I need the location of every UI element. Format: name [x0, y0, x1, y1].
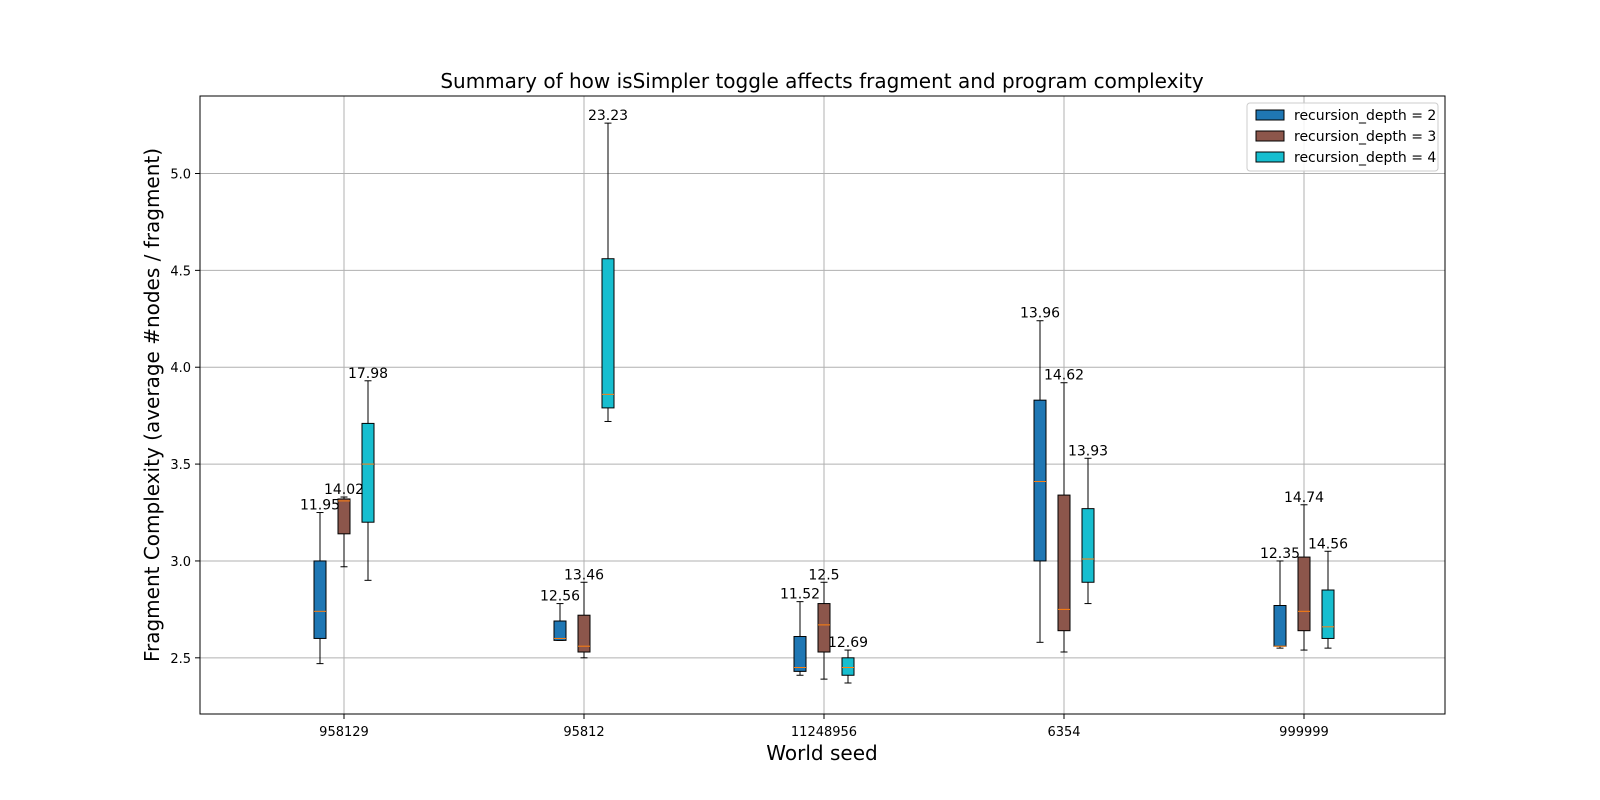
whisker-max-label: 23.23: [588, 108, 628, 124]
x-tick-label: 999999: [1279, 725, 1329, 740]
box-body: [793, 636, 807, 672]
legend-label: recursion_depth = 3: [1294, 129, 1436, 145]
box-body: [1273, 605, 1287, 647]
x-axis-title: World seed: [766, 741, 877, 765]
box-plot: [1033, 320, 1047, 643]
whisker-max-label: 13.93: [1068, 443, 1108, 459]
whisker-max-label: 12.35: [1260, 546, 1300, 562]
whisker-max-label: 14.56: [1308, 536, 1348, 552]
whisker-max-label: 11.52: [780, 587, 820, 603]
whisker-max-label: 13.46: [564, 567, 604, 583]
box-plot: [553, 603, 567, 641]
box-body: [601, 258, 615, 409]
box-plot: [1321, 550, 1335, 649]
legend-label: recursion_depth = 4: [1294, 150, 1436, 166]
chart-title: Summary of how isSimpler toggle affects …: [440, 69, 1204, 93]
whisker-max-label: 12.56: [540, 589, 580, 605]
box-plot: [313, 512, 327, 665]
box-plot: [1273, 560, 1287, 649]
whisker-max-label: 12.5: [808, 567, 839, 583]
box-plot: [601, 122, 615, 422]
whisker-max-label: 13.96: [1020, 306, 1060, 322]
y-tick-label: 2.5: [170, 652, 191, 667]
whisker-max-label: 12.69: [828, 635, 868, 651]
box-body: [313, 560, 327, 639]
y-tick-label: 3.5: [170, 458, 191, 473]
legend-swatch: [1255, 109, 1285, 121]
x-axis-ticks: 958129 95812 11248956 6354 999999: [319, 714, 1329, 740]
box-plot: [577, 581, 591, 659]
whisker-annotations: 11.95 12.56 11.52 13.96 12.35 14.02 13.46 12.5 1…: [300, 108, 1348, 651]
box-body: [841, 657, 855, 676]
box-plot: [817, 581, 831, 680]
box-plot: [1297, 504, 1311, 651]
legend-swatch: [1255, 151, 1285, 163]
x-tick-label: 95812: [563, 725, 604, 740]
legend-swatch: [1255, 130, 1285, 142]
y-tick-label: 4.0: [170, 361, 191, 376]
box-body: [1297, 556, 1311, 632]
y-tick-label: 3.0: [170, 555, 191, 570]
whisker-max-label: 17.98: [348, 366, 388, 382]
y-axis-ticks: 2.5 3.0 3.5 4.0 4.5 5.0: [170, 167, 200, 667]
plot-area-frame: [199, 95, 1446, 715]
box-body: [361, 422, 375, 523]
box-plot: [361, 380, 375, 581]
box-plot: [841, 649, 855, 684]
y-tick-label: 4.5: [170, 264, 191, 279]
x-tick-label: 6354: [1047, 725, 1080, 740]
box-plots: [313, 122, 1335, 684]
box-body: [337, 498, 351, 535]
box-body: [1081, 508, 1095, 583]
box-plot: [337, 496, 351, 568]
y-tick-label: 5.0: [170, 167, 191, 182]
box-body: [553, 620, 567, 641]
box-body: [817, 603, 831, 653]
whisker-max-label: 14.62: [1044, 368, 1084, 384]
box-body: [1321, 589, 1335, 639]
box-body: [1057, 494, 1071, 632]
legend: recursion_depth = 2 recursion_depth = 3 re…: [1246, 102, 1439, 172]
box-plot: [1057, 382, 1071, 653]
whisker-max-label: 14.74: [1284, 490, 1324, 506]
y-axis-title: Fragment Complexity (average #nodes / fr…: [140, 148, 164, 662]
legend-label: recursion_depth = 2: [1294, 108, 1436, 124]
box-body: [1033, 399, 1047, 562]
box-plot: [793, 601, 807, 676]
x-tick-label: 11248956: [791, 725, 857, 740]
box-plot: [1081, 457, 1095, 605]
whisker-max-label: 11.95: [300, 498, 340, 514]
whisker-max-label: 14.02: [324, 482, 364, 498]
x-tick-label: 958129: [319, 725, 369, 740]
box-body: [577, 614, 591, 653]
legend-frame: [1246, 102, 1439, 172]
